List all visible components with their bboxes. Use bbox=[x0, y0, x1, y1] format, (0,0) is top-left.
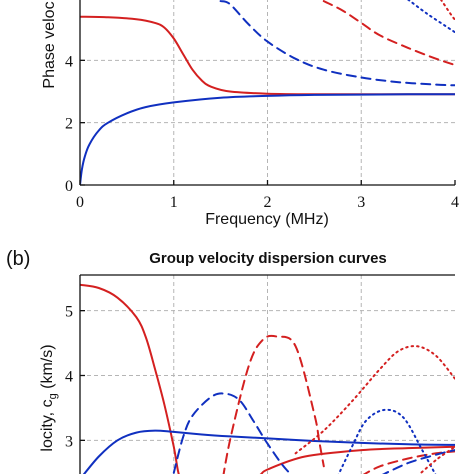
panel-b-gridlines bbox=[80, 275, 455, 474]
panel-a-series-1-solid-line bbox=[80, 93, 455, 185]
panel-b-series-0-solid-line bbox=[80, 283, 455, 474]
panel-b-y-axis-label-unit: (km/s) bbox=[39, 344, 56, 393]
panel-a-series-4-dotted-line bbox=[407, 0, 455, 34]
panel-a-series-5-dotted-line bbox=[439, 0, 455, 21]
panel-b-tick-labels: 3 4 5 bbox=[65, 304, 85, 450]
x-tick-label: 2 bbox=[264, 194, 272, 211]
y-tick-label: 5 bbox=[65, 304, 73, 321]
panel-a-phase-velocity-plot: 0 2 4 0 1 2 3 4 Frequency (MHz) Phase veloc bbox=[41, 0, 459, 228]
panel-b-series-1-solid-line bbox=[82, 429, 455, 474]
y-tick-label: 4 bbox=[65, 53, 73, 70]
panel-a-x-axis-label: Frequency (MHz) bbox=[205, 211, 329, 228]
x-tick-label: 1 bbox=[170, 194, 178, 211]
y-tick-label: 2 bbox=[65, 116, 73, 133]
panel-b-series-8-dotted-line bbox=[418, 445, 455, 474]
panel-b-title: Group velocity dispersion curves bbox=[149, 250, 387, 267]
panel-a-series-2-dashed-line bbox=[219, 0, 455, 87]
panel-b-series-6-dotted-line bbox=[294, 345, 455, 455]
panel-b-tag: (b) bbox=[6, 248, 30, 270]
panel-b-series-4-dashed-line bbox=[362, 450, 455, 474]
panel-b-series bbox=[80, 283, 455, 474]
x-tick-label: 4 bbox=[451, 194, 459, 211]
panel-b-series-5-dashed-line bbox=[381, 449, 455, 474]
panel-a-y-axis-label: Phase veloc bbox=[41, 1, 58, 88]
y-tick-label: 4 bbox=[65, 369, 73, 386]
panel-a-gridlines bbox=[80, 0, 455, 185]
panel-b-group-velocity-plot: (b) Group velocity dispersion curves 3 4 5… bbox=[6, 248, 455, 474]
panel-b-series-7-dotted-line bbox=[337, 408, 437, 474]
x-tick-label: 0 bbox=[76, 194, 84, 211]
panel-b-y-axis-label-subscript: g bbox=[47, 393, 59, 399]
panel-b-series-3-dashed-line bbox=[222, 334, 325, 474]
panel-b-y-axis-label-main: locity, c bbox=[39, 399, 56, 451]
panel-a-series bbox=[80, 0, 455, 185]
y-tick-label: 0 bbox=[65, 178, 73, 195]
y-tick-label: 3 bbox=[65, 433, 73, 450]
panel-a-series-3-dashed-line bbox=[322, 0, 455, 66]
panel-b-series-2-dashed-line bbox=[172, 392, 292, 474]
x-tick-label: 3 bbox=[357, 194, 365, 211]
panel-a-tick-labels: 0 2 4 0 1 2 3 4 bbox=[65, 53, 459, 211]
panel-b-y-axis-label: locity, cg (km/s) bbox=[39, 344, 59, 451]
